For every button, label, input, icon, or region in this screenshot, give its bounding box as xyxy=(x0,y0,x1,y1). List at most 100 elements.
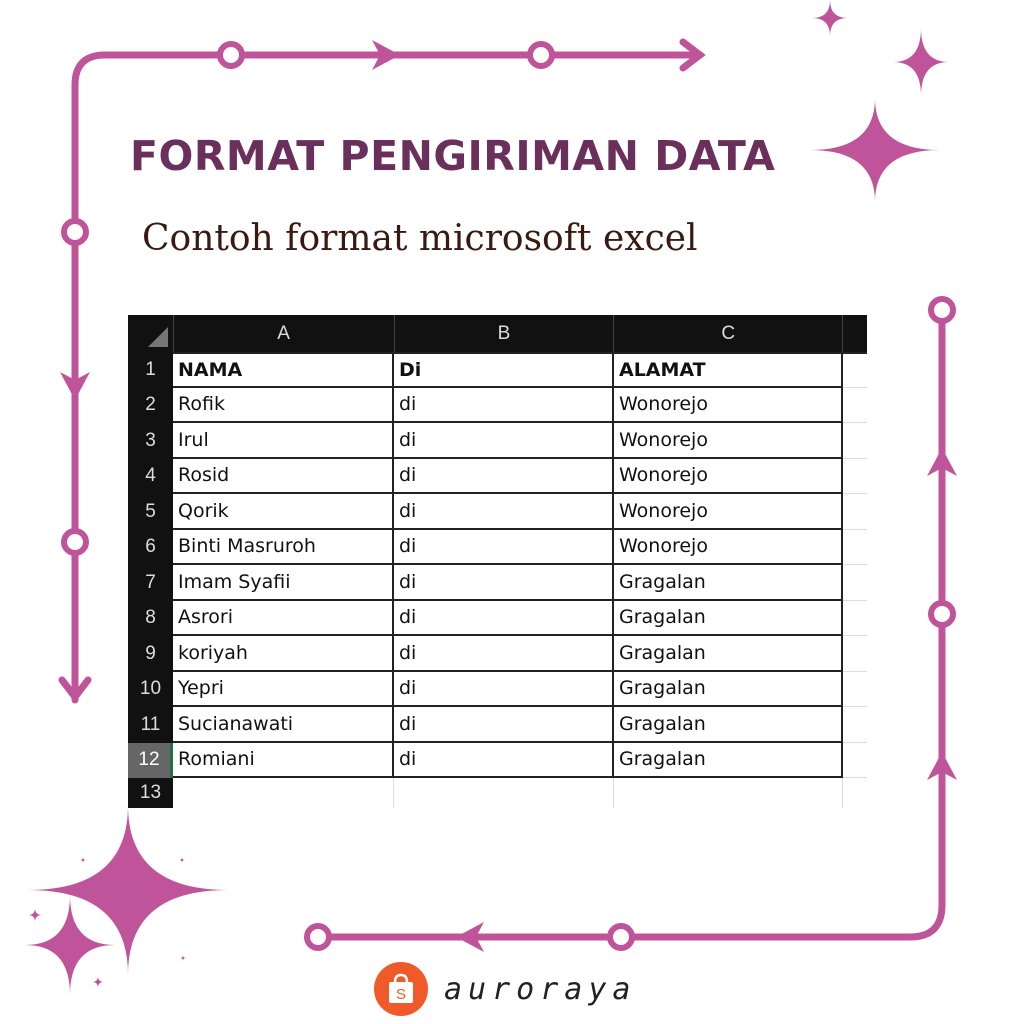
row-header[interactable]: 4 xyxy=(128,458,173,494)
sparkle-star-icon xyxy=(92,976,104,988)
row-header[interactable]: 1 xyxy=(128,352,173,388)
cell-a10[interactable]: Yepri xyxy=(173,671,394,707)
cell-b12[interactable]: di xyxy=(394,742,614,778)
cell-c9[interactable]: Gragalan xyxy=(614,636,843,672)
sparkle-star-icon xyxy=(180,955,186,961)
cell-b11[interactable]: di xyxy=(394,707,614,743)
cell-c6[interactable]: Wonorejo xyxy=(614,529,843,565)
cell-b13[interactable] xyxy=(394,778,614,808)
column-header-c[interactable]: C xyxy=(614,315,844,352)
cell-a11[interactable]: Sucianawati xyxy=(173,707,394,743)
cell-c4[interactable]: Wonorejo xyxy=(614,458,843,494)
cell-c10[interactable]: Gragalan xyxy=(614,671,843,707)
row-header[interactable]: 8 xyxy=(128,600,173,636)
row-header[interactable]: 2 xyxy=(128,387,173,423)
cell-a5[interactable]: Qorik xyxy=(173,494,394,530)
cell-a2[interactable]: Rofik xyxy=(173,387,394,423)
cell-a1[interactable]: NAMA xyxy=(173,352,394,388)
cell-c5[interactable]: Wonorejo xyxy=(614,494,843,530)
cell-d4[interactable] xyxy=(843,459,867,494)
cell-d9[interactable] xyxy=(843,636,867,672)
column-header-a[interactable]: A xyxy=(174,315,395,352)
cell-a6[interactable]: Binti Masruroh xyxy=(173,529,394,565)
frame-node xyxy=(928,296,956,324)
row-header[interactable]: 13 xyxy=(128,778,173,808)
cell-d5[interactable] xyxy=(843,494,867,530)
frame-node xyxy=(928,600,956,628)
table-row: 3 Irul di Wonorejo xyxy=(128,423,867,459)
cell-b1[interactable]: Di xyxy=(394,352,614,388)
row-header[interactable]: 10 xyxy=(128,671,173,707)
cell-c3[interactable]: Wonorejo xyxy=(614,423,843,459)
row-header[interactable]: 3 xyxy=(128,423,173,459)
cell-d3[interactable] xyxy=(843,423,867,459)
table-row: 12 Romiani di Gragalan xyxy=(128,742,867,778)
cell-b5[interactable]: di xyxy=(394,494,614,530)
cell-a9[interactable]: koriyah xyxy=(173,636,394,672)
frame-line-bottom-right xyxy=(314,306,946,941)
cell-a3[interactable]: Irul xyxy=(173,423,394,459)
cell-d2[interactable] xyxy=(843,388,867,423)
cell-b4[interactable]: di xyxy=(394,458,614,494)
table-row: 9 koriyah di Gragalan xyxy=(128,636,867,672)
column-header-row: A B C xyxy=(128,315,867,352)
sparkle-star-icon xyxy=(28,805,228,975)
cell-c13[interactable] xyxy=(614,778,843,808)
cell-b9[interactable]: di xyxy=(394,636,614,672)
cell-b3[interactable]: di xyxy=(394,423,614,459)
frame-node xyxy=(61,528,89,556)
column-header-d[interactable] xyxy=(843,315,867,352)
cell-b6[interactable]: di xyxy=(394,529,614,565)
cell-a12[interactable]: Romiani xyxy=(173,742,394,778)
row-header[interactable]: 7 xyxy=(128,565,173,601)
sparkle-star-icon xyxy=(179,857,185,863)
table-row: 5 Qorik di Wonorejo xyxy=(128,494,867,530)
column-header-b[interactable]: B xyxy=(395,315,615,352)
sparkle-star-icon xyxy=(25,895,115,995)
frame-node xyxy=(607,923,635,951)
cell-c8[interactable]: Gragalan xyxy=(614,600,843,636)
cell-b10[interactable]: di xyxy=(394,671,614,707)
cell-c2[interactable]: Wonorejo xyxy=(614,387,843,423)
cell-d8[interactable] xyxy=(843,601,867,636)
cell-d11[interactable] xyxy=(843,707,867,743)
table-row: 4 Rosid di Wonorejo xyxy=(128,458,867,494)
brand: S auroraya xyxy=(374,962,637,1016)
select-all-button[interactable] xyxy=(128,315,174,352)
row-header[interactable]: 12 xyxy=(128,742,173,778)
table-row: 1 NAMA Di ALAMAT xyxy=(128,352,867,388)
frame-node xyxy=(217,41,245,69)
sparkle-star-icon xyxy=(810,98,940,202)
cell-b2[interactable]: di xyxy=(394,387,614,423)
table-row: 11 Sucianawati di Gragalan xyxy=(128,707,867,743)
cell-c11[interactable]: Gragalan xyxy=(614,707,843,743)
sparkle-star-icon xyxy=(893,28,949,96)
cell-d10[interactable] xyxy=(843,672,867,707)
sparkle-star-icon xyxy=(812,0,848,36)
row-header[interactable]: 9 xyxy=(128,636,173,672)
row-header[interactable]: 11 xyxy=(128,707,173,743)
arrow-left-icon xyxy=(456,922,484,952)
cell-b7[interactable]: di xyxy=(394,565,614,601)
cell-d7[interactable] xyxy=(843,565,867,601)
table-row: 7 Imam Syafii di Gragalan xyxy=(128,565,867,601)
frame-node xyxy=(61,218,89,246)
spreadsheet: A B C 1 NAMA Di ALAMAT 2 Rofik di Wonore… xyxy=(128,315,867,808)
cell-d1[interactable] xyxy=(843,352,867,388)
cell-d6[interactable] xyxy=(843,530,867,565)
cell-d12[interactable] xyxy=(843,743,867,778)
cell-b8[interactable]: di xyxy=(394,600,614,636)
cell-c12[interactable]: Gragalan xyxy=(614,742,843,778)
cell-a7[interactable]: Imam Syafii xyxy=(173,565,394,601)
row-header[interactable]: 6 xyxy=(128,529,173,565)
cell-c1[interactable]: ALAMAT xyxy=(614,352,843,388)
arrow-right-icon xyxy=(372,40,400,70)
table-row: 8 Asrori di Gragalan xyxy=(128,600,867,636)
arrow-up-icon xyxy=(927,752,957,780)
cell-a13[interactable] xyxy=(173,778,394,808)
row-header[interactable]: 5 xyxy=(128,494,173,530)
cell-a8[interactable]: Asrori xyxy=(173,600,394,636)
cell-a4[interactable]: Rosid xyxy=(173,458,394,494)
cell-c7[interactable]: Gragalan xyxy=(614,565,843,601)
